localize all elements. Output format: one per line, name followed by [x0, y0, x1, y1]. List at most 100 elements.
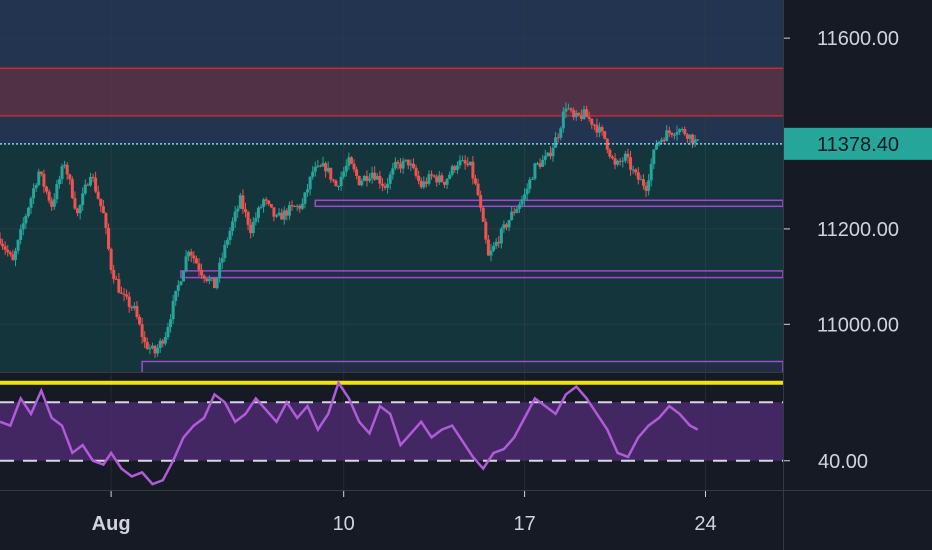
candle-up — [422, 181, 426, 188]
candle-up — [308, 176, 312, 190]
candle-down — [626, 153, 630, 158]
candle-down — [383, 185, 387, 188]
candle-down — [318, 165, 322, 167]
candle-up — [225, 240, 229, 245]
oscillator-band — [0, 402, 783, 461]
candle-down — [264, 199, 268, 201]
candle-up — [150, 345, 154, 349]
candle-up — [303, 192, 307, 204]
candle-up — [262, 199, 266, 207]
time-axis[interactable]: Aug 10 17 24 — [92, 491, 717, 535]
candle-up — [210, 278, 214, 280]
candle-down — [249, 224, 253, 234]
candle-down — [334, 180, 338, 187]
candle-up — [388, 174, 392, 184]
candle-up — [347, 157, 351, 166]
candle-up — [169, 319, 173, 328]
candle-up — [386, 183, 390, 188]
candle-up — [171, 300, 175, 320]
candle-down — [205, 278, 209, 282]
candle-up — [259, 206, 263, 208]
candle-down — [153, 345, 157, 354]
candle-up — [88, 176, 92, 186]
candle-up — [523, 194, 527, 200]
candle-up — [158, 340, 162, 348]
candle-down — [590, 118, 594, 125]
oscillator-pane[interactable] — [0, 373, 783, 490]
candle-down — [683, 129, 687, 135]
candle-up — [311, 171, 315, 177]
candle-down — [577, 112, 581, 116]
candle-down — [380, 183, 384, 186]
candle-up — [427, 174, 431, 184]
candle-down — [644, 185, 648, 191]
candle-down — [140, 324, 144, 338]
candle-down — [86, 184, 90, 186]
candle-down — [572, 110, 576, 118]
candle-up — [236, 208, 240, 212]
candle-down — [202, 275, 206, 279]
candle-down — [280, 212, 284, 220]
candle-down — [430, 174, 434, 176]
candle-down — [130, 306, 134, 309]
candle-down — [11, 254, 15, 261]
candle-up — [63, 164, 67, 167]
candle-down — [548, 152, 552, 157]
candle-down — [267, 200, 271, 204]
candle-up — [507, 220, 511, 228]
candle-down — [618, 160, 622, 162]
candle-up — [494, 241, 498, 247]
current-price-tag-background — [784, 127, 932, 160]
candle-down — [585, 109, 589, 118]
candle-up — [187, 251, 191, 257]
candle-down — [691, 134, 695, 144]
candle-down — [667, 130, 671, 133]
candle-down — [479, 195, 483, 208]
candle-up — [295, 205, 299, 207]
candle-down — [481, 207, 485, 222]
candle-up — [455, 165, 459, 170]
oscillator-levels — [0, 380, 783, 462]
candle-up — [174, 290, 178, 301]
candle-down — [269, 203, 273, 208]
candle-down — [122, 293, 126, 295]
candle-down — [484, 221, 488, 240]
candle-up — [489, 250, 493, 256]
candle-up — [166, 327, 170, 337]
candle-up — [437, 175, 441, 183]
current-price-label: 11378.40 — [817, 134, 899, 156]
candle-down — [440, 175, 444, 182]
candle-down — [285, 210, 289, 216]
candle-up — [688, 134, 692, 139]
candle-up — [391, 168, 395, 175]
candle-up — [680, 129, 684, 131]
price-axis[interactable]: 11600.00 11200.00 11000.00 — [784, 28, 899, 336]
candle-up — [14, 250, 18, 261]
candle-up — [60, 166, 64, 180]
candle-down — [417, 175, 421, 181]
candle-up — [220, 258, 224, 263]
candle-up — [450, 166, 454, 175]
price-pane[interactable] — [0, 0, 784, 377]
candle-up — [37, 171, 41, 185]
candle-up — [316, 165, 320, 167]
candle-up — [502, 224, 506, 229]
candle-up — [181, 271, 185, 282]
candle-down — [45, 186, 49, 192]
oscillator-line — [0, 379, 699, 486]
candle-down — [0, 238, 2, 244]
candle-up — [445, 178, 449, 185]
candle-down — [73, 198, 77, 209]
candle-down — [65, 164, 69, 175]
candle-down — [685, 134, 689, 139]
oscillator-axis[interactable]: 40.00 — [784, 451, 868, 473]
candle-down — [399, 163, 403, 169]
candle-down — [365, 175, 369, 181]
candle-up — [81, 193, 85, 206]
candle-up — [344, 165, 348, 172]
candle-down — [331, 179, 335, 181]
candle-up — [231, 221, 235, 231]
candle-down — [3, 246, 7, 250]
candle-up — [458, 160, 462, 166]
